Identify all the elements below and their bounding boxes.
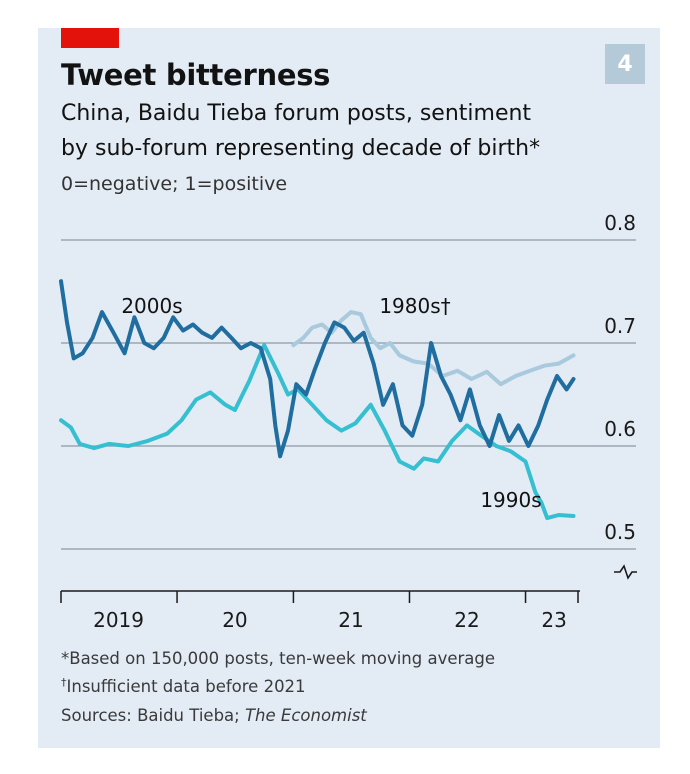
chart-panel xyxy=(38,28,660,748)
brand-red-bar xyxy=(61,28,119,48)
chart-title: Tweet bitterness xyxy=(61,58,331,92)
x-tick-label: 22 xyxy=(454,608,479,632)
series-label-1980s: 1980s† xyxy=(379,294,450,318)
chart-subtitle-line-1: China, Baidu Tieba forum posts, sentimen… xyxy=(61,101,532,126)
dagger-mark: † xyxy=(61,676,67,689)
axis-break-icon xyxy=(614,564,637,580)
scale-note: 0=negative; 1=positive xyxy=(61,173,288,195)
footnote-method-text: *Based on 150,000 posts, ten-week moving… xyxy=(61,649,496,668)
footnote-data: †Insufficient data before 2021 xyxy=(61,676,306,696)
series-line-1990s xyxy=(59,343,576,521)
series-label-1990s: 1990s xyxy=(480,488,541,512)
y-tick-label: 0.8 xyxy=(604,211,636,235)
x-tick-label: 21 xyxy=(338,608,363,632)
footnote-method: *Based on 150,000 posts, ten-week moving… xyxy=(61,649,495,668)
y-tick-label: 0.7 xyxy=(604,314,636,338)
y-tick-label: 0.6 xyxy=(604,417,636,441)
footnote-data-text: Insufficient data before 2021 xyxy=(66,677,306,696)
y-tick-label: 0.5 xyxy=(604,520,636,544)
x-tick-label: 20 xyxy=(222,608,247,632)
x-tick-label: 23 xyxy=(541,608,566,632)
sources-italic: The Economist xyxy=(244,706,367,725)
x-tick-label: 2019 xyxy=(93,608,144,632)
series-label-2000s: 2000s xyxy=(121,294,182,318)
chart-number-badge: 4 xyxy=(605,44,645,84)
sources-line: Sources: Baidu Tieba; The Economist xyxy=(61,706,367,725)
series-line-2000s xyxy=(59,279,576,459)
chart-subtitle-line-2: by sub-forum representing decade of birt… xyxy=(61,136,541,161)
sources-prefix: Sources: Baidu Tieba; xyxy=(61,706,245,725)
